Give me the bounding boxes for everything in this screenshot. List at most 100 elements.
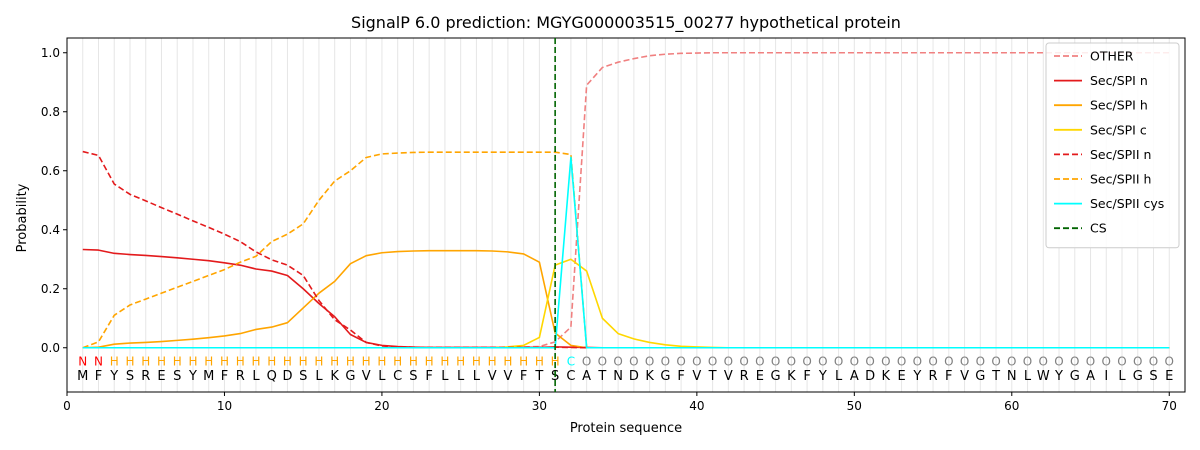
axes: 0 10 20 30 40 50 60 70 0.0 0.2 0.4 0.6 0.8 1.0 — [41, 37, 1186, 413]
sequence-letter: R — [929, 369, 938, 384]
sequence-letter: M — [203, 369, 214, 384]
region-letter: O — [629, 354, 638, 368]
series-line — [82, 150, 1170, 349]
sequence-letter: A — [1086, 369, 1095, 384]
region-letter: H — [393, 354, 402, 368]
series-line — [82, 156, 1170, 349]
region-letter: H — [551, 354, 560, 368]
sequence-letter: L — [441, 369, 449, 384]
sequence-letter: R — [236, 369, 245, 384]
legend-label: Sec/SPII h — [1090, 172, 1151, 187]
region-letter: O — [598, 354, 607, 368]
region-letter: H — [157, 354, 166, 368]
region-letter: O — [613, 354, 622, 368]
region-letter: O — [960, 354, 969, 368]
region-letter: H — [330, 354, 339, 368]
x-tick-label: 10 — [217, 399, 232, 413]
sequence-letter: N — [613, 369, 623, 384]
sequence-letter: A — [582, 369, 591, 384]
region-letter: O — [818, 354, 827, 368]
region-letter: H — [362, 354, 371, 368]
sequence-letter: S — [1149, 369, 1157, 384]
region-letter: H — [488, 354, 497, 368]
series-line — [82, 249, 1170, 349]
sequence-letter: F — [520, 369, 527, 384]
legend-label: Sec/SPI c — [1090, 122, 1147, 137]
sequence-letter: G — [975, 369, 985, 384]
region-letter: O — [991, 354, 1000, 368]
legend-label: OTHER — [1090, 49, 1134, 64]
sequence-letter: K — [787, 369, 796, 384]
vertical-grid — [82, 38, 1170, 392]
sequence-letter: M — [77, 369, 88, 384]
legend-label: CS — [1090, 221, 1107, 236]
x-tick-label: 20 — [374, 399, 389, 413]
sequence-letter: T — [534, 369, 543, 384]
region-letter: N — [94, 354, 103, 368]
region-letter: O — [1054, 354, 1063, 368]
sequence-letter: S — [409, 369, 417, 384]
sequence-letter: V — [503, 369, 512, 384]
sequence-letter: F — [677, 369, 684, 384]
sequence-letter: E — [157, 369, 165, 384]
region-letter: O — [787, 354, 796, 368]
region-letter: O — [1039, 354, 1048, 368]
region-letter: C — [567, 354, 575, 368]
region-letter: H — [409, 354, 418, 368]
chart-title: SignalP 6.0 prediction: MGYG000003515_00… — [351, 13, 901, 33]
sequence-letter: S — [126, 369, 134, 384]
region-letter: O — [1102, 354, 1111, 368]
region-letter: H — [346, 354, 355, 368]
region-letter: H — [267, 354, 276, 368]
region-letter: H — [236, 354, 245, 368]
region-letter: O — [771, 354, 780, 368]
region-letter: H — [251, 354, 260, 368]
x-axis-label: Protein sequence — [570, 421, 682, 436]
plot-frame — [66, 37, 1186, 393]
sequence-letter: G — [1070, 369, 1080, 384]
legend-label: Sec/SPI h — [1090, 98, 1148, 113]
region-letter: H — [535, 354, 544, 368]
region-letter: H — [314, 354, 323, 368]
region-letter: O — [944, 354, 953, 368]
sequence-letter: T — [991, 369, 1000, 384]
sequence-letter: F — [95, 369, 102, 384]
region-letter: O — [1117, 354, 1126, 368]
region-letter: O — [928, 354, 937, 368]
x-tick-label: 70 — [1162, 399, 1177, 413]
sequence-letter: V — [362, 369, 371, 384]
sequence-letter: K — [330, 369, 339, 384]
sequence-letter: L — [252, 369, 260, 384]
region-letter: H — [299, 354, 308, 368]
region-letter: O — [1007, 354, 1016, 368]
legend: OTHER Sec/SPI n Sec/SPI h Sec/SPI c Sec/SPII… — [1045, 42, 1180, 249]
series-line — [82, 248, 1170, 349]
region-letter: N — [78, 354, 87, 368]
sequence-letter: D — [629, 369, 639, 384]
y-tick-label: 0.6 — [41, 164, 60, 178]
x-tick-label: 0 — [63, 399, 71, 413]
sequence-letter: Y — [912, 369, 921, 384]
sequence-letter: V — [724, 369, 733, 384]
region-letter: O — [802, 354, 811, 368]
region-letter: O — [708, 354, 717, 368]
sequence-letter: N — [1007, 369, 1017, 384]
sequence-letter: K — [882, 369, 891, 384]
region-letter: H — [188, 354, 197, 368]
series-line — [82, 258, 1170, 349]
series-line — [82, 151, 1170, 349]
sequence-letter: L — [835, 369, 843, 384]
y-tick-label: 0.2 — [41, 282, 60, 296]
region-letter: H — [141, 354, 150, 368]
sequence-letter: G — [660, 369, 670, 384]
legend-label: Sec/SPII n — [1090, 147, 1151, 162]
sequence-letter: Q — [267, 369, 277, 384]
sequence-letter: E — [756, 369, 764, 384]
region-letter: H — [519, 354, 528, 368]
region-letter: H — [204, 354, 213, 368]
region-letter: O — [692, 354, 701, 368]
region-letter: O — [755, 354, 764, 368]
sequence-letter: G — [771, 369, 781, 384]
region-letter: H — [456, 354, 465, 368]
region-letter: H — [173, 354, 182, 368]
